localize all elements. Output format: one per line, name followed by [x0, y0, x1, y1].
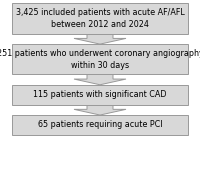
FancyBboxPatch shape [12, 3, 188, 34]
Polygon shape [74, 105, 126, 115]
FancyBboxPatch shape [12, 85, 188, 105]
FancyBboxPatch shape [12, 44, 188, 74]
Text: 115 patients with significant CAD: 115 patients with significant CAD [33, 90, 167, 99]
Polygon shape [74, 74, 126, 85]
Text: 3,425 included patients with acute AF/AFL
between 2012 and 2024: 3,425 included patients with acute AF/AF… [16, 8, 184, 29]
Polygon shape [74, 34, 126, 44]
Text: 65 patients requiring acute PCI: 65 patients requiring acute PCI [38, 120, 162, 130]
FancyBboxPatch shape [12, 115, 188, 135]
Text: 251 patients who underwent coronary angiography
within 30 days: 251 patients who underwent coronary angi… [0, 48, 200, 70]
